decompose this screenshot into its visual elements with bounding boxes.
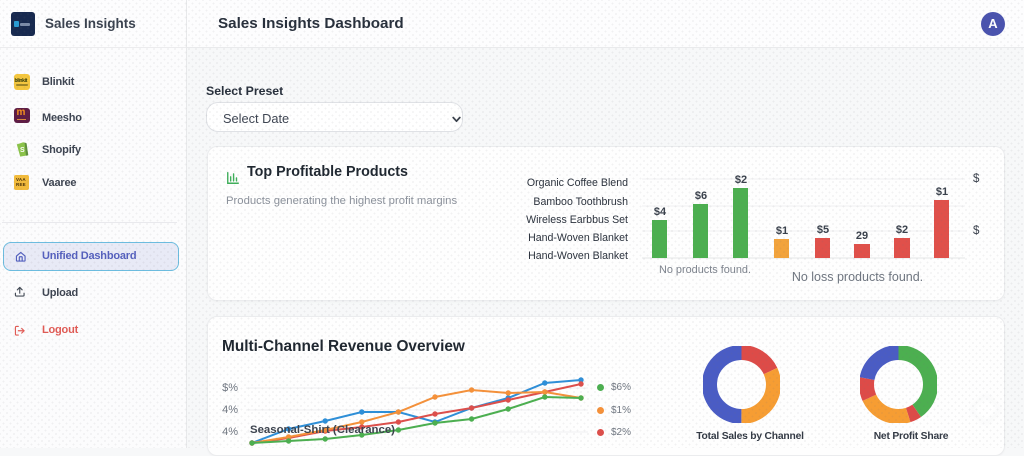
svg-text:S: S bbox=[20, 147, 25, 154]
